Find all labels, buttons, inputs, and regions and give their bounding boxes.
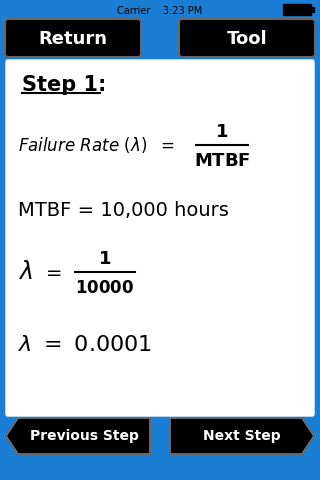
Text: $\mathit{Failure\ Rate}\ (\lambda)\ \ =$: $\mathit{Failure\ Rate}\ (\lambda)\ \ =$ [18, 135, 175, 155]
Text: MTBF = 10,000 hours: MTBF = 10,000 hours [18, 201, 229, 219]
Text: $\lambda\ =\ 0.0001$: $\lambda\ =\ 0.0001$ [18, 335, 152, 355]
Polygon shape [6, 418, 150, 454]
Text: $\mathbf{10000}$: $\mathbf{10000}$ [76, 279, 134, 297]
Bar [311, 7, 314, 12]
FancyBboxPatch shape [5, 19, 141, 57]
Text: Tool: Tool [227, 30, 267, 48]
Text: Return: Return [38, 30, 108, 48]
Text: $=$: $=$ [42, 263, 62, 281]
FancyBboxPatch shape [179, 19, 315, 57]
Text: $\lambda$: $\lambda$ [18, 260, 33, 284]
Text: Next Step: Next Step [203, 429, 281, 443]
Bar [283, 4, 311, 15]
Polygon shape [170, 418, 314, 454]
Text: Step 1:: Step 1: [22, 75, 106, 95]
FancyBboxPatch shape [6, 60, 314, 416]
Text: $\mathbf{1}$: $\mathbf{1}$ [215, 123, 228, 141]
Text: Carrier    3:23 PM: Carrier 3:23 PM [117, 6, 203, 16]
Text: Previous Step: Previous Step [29, 429, 139, 443]
Text: $\mathbf{1}$: $\mathbf{1}$ [98, 250, 112, 268]
Text: $\mathit{\mathbf{MTBF}}$: $\mathit{\mathbf{MTBF}}$ [194, 152, 250, 170]
